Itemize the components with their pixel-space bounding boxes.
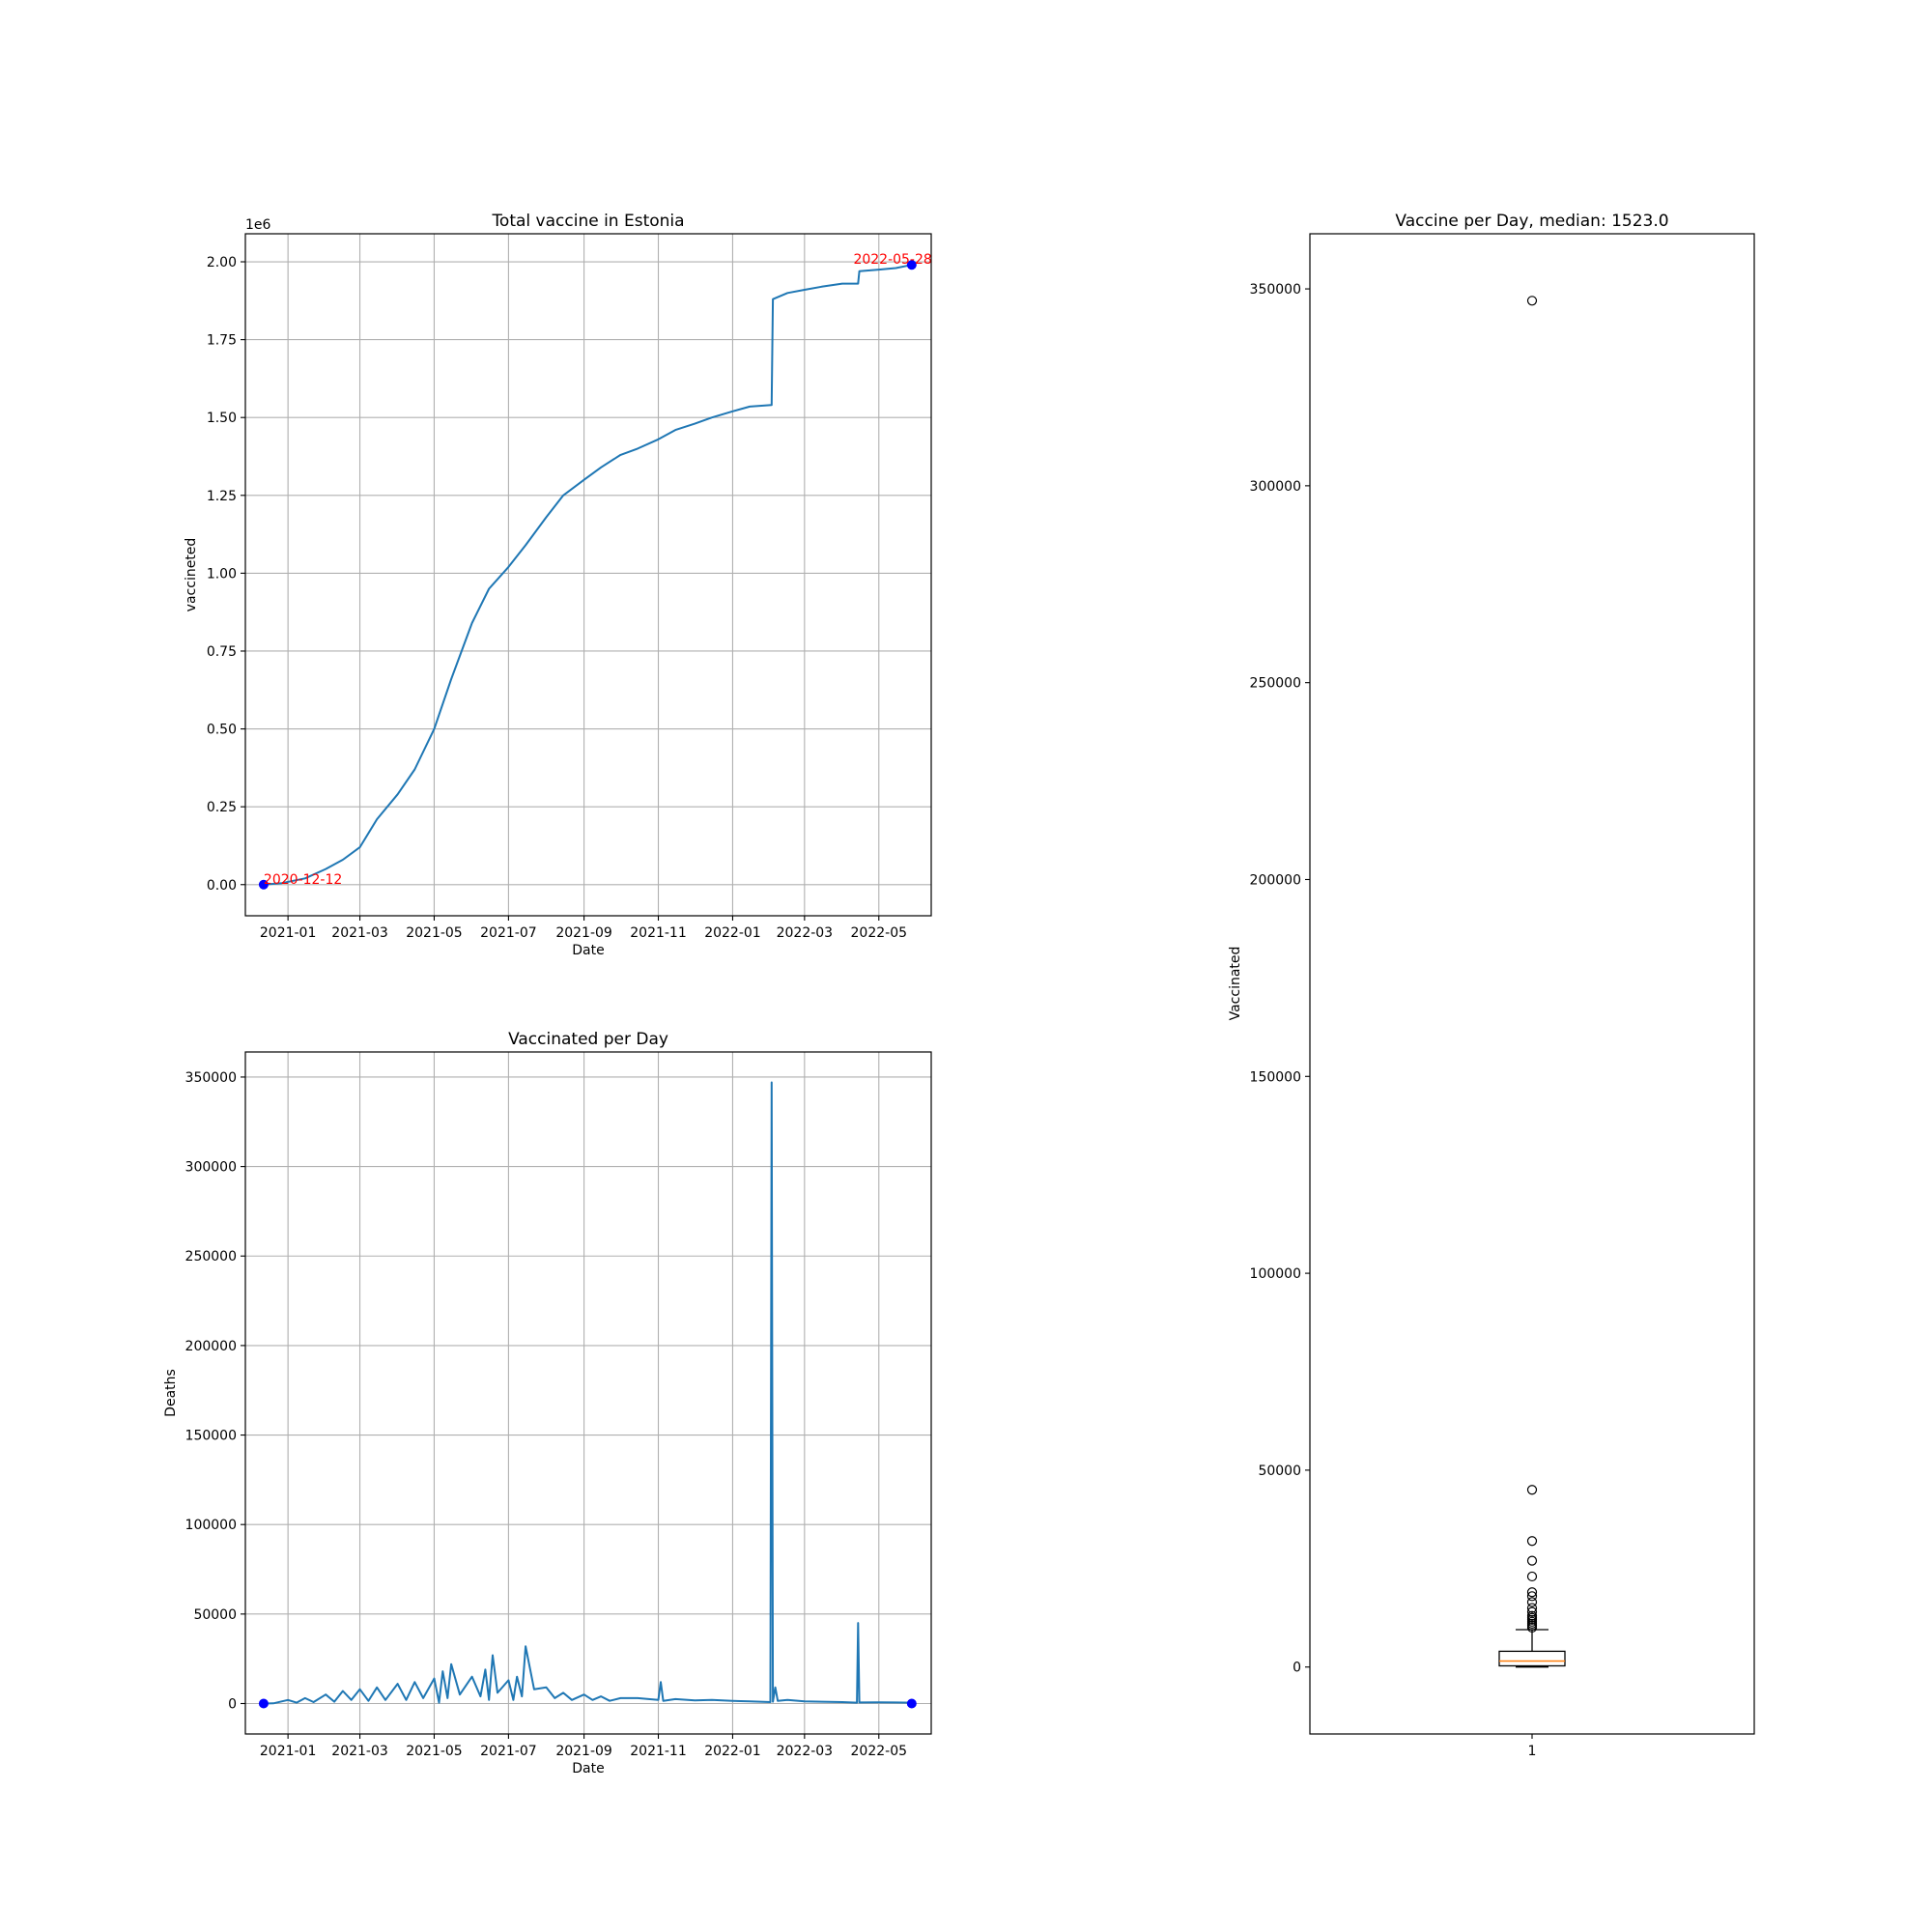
total-vaccine-endpoint-marker	[906, 260, 917, 270]
boxplot-outlier	[1526, 1622, 1538, 1634]
total-vaccine-x-tick-label: 2022-03	[777, 925, 834, 941]
per-day-endpoint-marker	[258, 1698, 269, 1709]
per-day-x-tick-label: 2021-03	[331, 1744, 388, 1759]
per-day-x-tick-label: 2022-05	[851, 1744, 908, 1759]
total-vaccine-y-tick-label: 1.50	[207, 411, 237, 426]
total-vaccine-x-tick-label: 2022-01	[704, 925, 761, 941]
per-day-series-line	[263, 1081, 912, 1705]
total-vaccine-y-tick-label: 1.25	[207, 489, 237, 504]
boxplot-outlier	[1526, 1536, 1538, 1547]
per-day-x-tick-label: 2021-07	[480, 1744, 537, 1759]
boxplot-outlier	[1526, 1606, 1538, 1617]
per-day-y-tick-label: 250000	[185, 1249, 237, 1264]
boxplot-y-tick-label: 300000	[1250, 479, 1301, 495]
per-day-y-tick-label: 50000	[193, 1607, 237, 1623]
total-vaccine-xlabel: Date	[572, 943, 604, 958]
total-vaccine-y-tick-label: 1.75	[207, 333, 237, 349]
per-day-x-tick-label: 2021-09	[555, 1744, 612, 1759]
boxplot-outlier	[1526, 296, 1538, 306]
total-vaccine-y-tick-label: 0.25	[207, 800, 237, 815]
per-day-y-tick-label: 150000	[185, 1429, 237, 1444]
boxplot-outlier	[1526, 1597, 1538, 1607]
total-vaccine-y-tick-label: 0.50	[207, 723, 237, 738]
total-vaccine-x-tick-label: 2021-03	[331, 925, 388, 941]
boxplot-outlier	[1526, 1571, 1538, 1582]
total-vaccine-chart: 2020-12-12 2022-05-28 2021-01 2021-03 2021-…	[184, 212, 932, 958]
total-vaccine-y-tick-label: 0.00	[207, 878, 237, 894]
per-day-x-tick-label: 2022-03	[777, 1744, 834, 1759]
per-day-endpoint-marker	[906, 1698, 917, 1709]
boxplot-outlier	[1526, 1485, 1538, 1495]
boxplot-outlier	[1526, 1587, 1538, 1598]
vaccinated-per-day-xlabel: Date	[572, 1761, 604, 1776]
boxplot-y-tick-label: 0	[1293, 1661, 1301, 1676]
per-day-y-tick-label: 0	[228, 1696, 237, 1712]
total-vaccine-y-tick-label: 0.75	[207, 644, 237, 660]
total-vaccine-ylabel: vaccineted	[184, 538, 199, 612]
total-vaccine-plot-frame	[244, 233, 932, 917]
per-day-x-tick-label: 2022-01	[704, 1744, 761, 1759]
boxplot-plot-frame	[1309, 233, 1755, 1735]
boxplot-y-tick-label: 350000	[1250, 282, 1301, 298]
total-vaccine-date-annotation: 2022-05-28	[853, 252, 931, 268]
per-day-x-tick-label: 2021-11	[630, 1744, 687, 1759]
total-vaccine-x-tick-label: 2022-05	[851, 925, 908, 941]
per-day-y-tick-label: 200000	[185, 1339, 237, 1354]
boxplot-x-tick-label: 1	[1528, 1744, 1537, 1759]
total-vaccine-x-tick-label: 2021-01	[260, 925, 317, 941]
boxplot-y-tick-label: 250000	[1250, 676, 1301, 692]
total-vaccine-y-tick-label: 2.00	[207, 255, 237, 270]
vaccine-per-day-boxplot: 0 50000 100000 150000 200000 250000 300000 3500…	[1228, 212, 1755, 1759]
total-vaccine-endpoint-marker	[258, 879, 269, 890]
per-day-x-tick-label: 2021-01	[260, 1744, 317, 1759]
vaccinated-per-day-ylabel: Deaths	[163, 1369, 179, 1417]
total-vaccine-y-tick-label: 1.00	[207, 566, 237, 582]
boxplot-y-tick-label: 50000	[1258, 1463, 1301, 1479]
total-vaccine-x-tick-label: 2021-09	[555, 925, 612, 941]
total-vaccine-offset-label: 1e6	[245, 217, 271, 233]
boxplot-y-tick-label: 200000	[1250, 872, 1301, 888]
boxplot-outlier	[1526, 1603, 1538, 1613]
per-day-x-tick-label: 2021-05	[406, 1744, 463, 1759]
boxplot-title: Vaccine per Day, median: 1523.0	[1395, 212, 1668, 231]
boxplot-ylabel: Vaccinated	[1228, 947, 1243, 1021]
total-vaccine-x-tick-label: 2021-11	[630, 925, 687, 941]
vaccinated-per-day-plot-frame	[244, 1051, 932, 1735]
per-day-y-tick-label: 100000	[185, 1518, 237, 1533]
total-vaccine-x-tick-label: 2021-07	[480, 925, 537, 941]
total-vaccine-series-line	[263, 264, 912, 886]
vaccinated-per-day-title: Vaccinated per Day	[508, 1030, 668, 1049]
total-vaccine-date-annotation: 2020-12-12	[264, 872, 342, 888]
boxplot-y-tick-label: 100000	[1250, 1266, 1301, 1282]
vaccinated-per-day-chart: 2021-01 2021-03 2021-05 2021-07 2021-09 2021-…	[163, 1030, 932, 1776]
total-vaccine-title: Total vaccine in Estonia	[491, 212, 684, 231]
boxplot-outlier	[1526, 1591, 1538, 1602]
per-day-y-tick-label: 350000	[185, 1070, 237, 1086]
per-day-y-tick-label: 300000	[185, 1160, 237, 1176]
total-vaccine-x-tick-label: 2021-05	[406, 925, 463, 941]
boxplot-box	[1498, 1650, 1566, 1667]
boxplot-outlier	[1526, 1555, 1538, 1566]
boxplot-y-tick-label: 150000	[1250, 1069, 1301, 1085]
